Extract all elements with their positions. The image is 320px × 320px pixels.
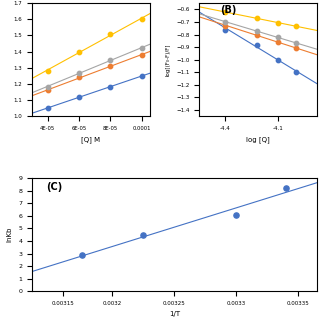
Point <box>139 46 144 51</box>
Point <box>276 21 281 26</box>
Point <box>76 70 82 75</box>
Point <box>141 233 146 238</box>
Y-axis label: lnKb: lnKb <box>7 227 13 243</box>
Point <box>276 35 281 40</box>
Point <box>234 212 239 217</box>
Point <box>276 57 281 62</box>
Point <box>108 57 113 62</box>
Point <box>76 94 82 99</box>
X-axis label: [Q] M: [Q] M <box>81 136 100 143</box>
Point <box>276 40 281 45</box>
Point <box>223 9 228 14</box>
Point <box>254 42 260 47</box>
Point <box>139 52 144 57</box>
Point <box>254 28 260 33</box>
Point <box>254 32 260 37</box>
Point <box>283 185 288 190</box>
X-axis label: 1/T: 1/T <box>169 311 180 317</box>
Point <box>79 253 84 258</box>
Point <box>108 64 113 69</box>
Point <box>293 70 298 75</box>
Point <box>223 20 228 25</box>
Point <box>45 106 50 111</box>
Point <box>76 75 82 80</box>
Point <box>223 23 228 28</box>
Text: (B): (B) <box>220 5 237 15</box>
Point <box>293 23 298 28</box>
Point <box>45 84 50 90</box>
Point <box>293 46 298 51</box>
Point <box>45 68 50 74</box>
Point <box>139 17 144 22</box>
Point <box>139 73 144 78</box>
Y-axis label: log[(F₀-F)/F]: log[(F₀-F)/F] <box>165 44 171 76</box>
Text: (C): (C) <box>46 182 62 192</box>
Point <box>254 16 260 21</box>
Point <box>76 49 82 54</box>
Point <box>108 84 113 90</box>
Point <box>293 41 298 46</box>
Point <box>108 31 113 36</box>
Point <box>45 88 50 93</box>
Point <box>223 27 228 32</box>
X-axis label: log [Q]: log [Q] <box>246 136 270 143</box>
